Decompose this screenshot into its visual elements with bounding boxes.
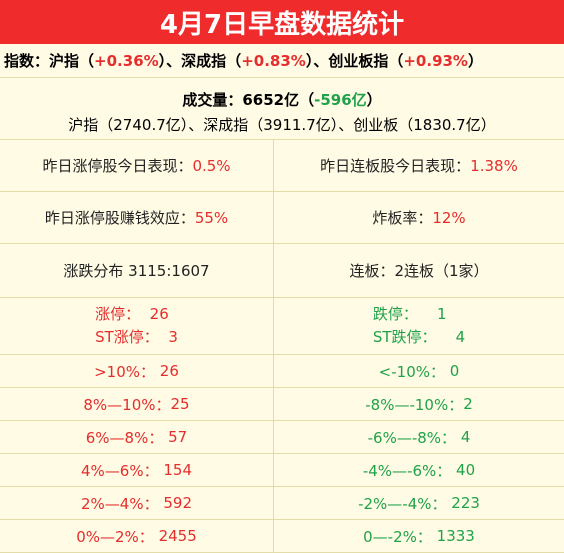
dist-row-right: -4%—-6%： 40 [274, 454, 564, 487]
dist-row-right: -8%—-10%： 2 [274, 388, 564, 421]
stats-grid: 昨日涨停股今日表现： 0.5% 昨日连板股今日表现： 1.38% 昨日涨停股赚钱效应… [0, 140, 564, 553]
st-limit-down-value: 4 [455, 328, 466, 346]
index-summary: 指数： 沪指 （ +0.36% ）、 深成指 （ +0.83% ）、 创业板指 … [0, 44, 564, 78]
dist-row-left: 4%—6%： 154 [0, 454, 274, 487]
dist-row-left: 2%—4%： 592 [0, 487, 274, 520]
limit-down-label: 跌停： [372, 305, 418, 323]
limit-down-value: 1 [436, 305, 447, 323]
dist-row-left: >10%： 26 [0, 355, 274, 388]
sh-index-name: 沪指 [49, 52, 80, 70]
lianban-info: 连板：2连板（1家） [274, 244, 564, 298]
zt-performance: 昨日涨停股今日表现： 0.5% [0, 140, 274, 192]
lianban-performance: 昨日连板股今日表现： 1.38% [274, 140, 564, 192]
sz-index-change: +0.83% [241, 51, 306, 70]
zhaban-rate: 炸板率： 12% [274, 192, 564, 244]
limit-up-cell: 涨停： 26 ST涨停： 3 [0, 298, 274, 355]
cy-index-change: +0.93% [403, 51, 468, 70]
st-limit-up-value: 3 [168, 328, 178, 346]
volume-summary: 成交量：6652亿（-596亿） 沪指（2740.7亿）、深成指（3911.7亿… [0, 78, 564, 140]
dist-row-left: 6%—8%： 57 [0, 421, 274, 454]
dist-row-right: 0—-2%： 1333 [274, 520, 564, 553]
st-limit-up-label: ST涨停： [95, 328, 159, 346]
report-title: 4月7日早盘数据统计 [0, 0, 564, 44]
volume-detail: 沪指（2740.7亿）、深成指（3911.7亿）、创业板（1830.7亿） [68, 116, 496, 134]
dist-row-right: -2%—-4%： 223 [274, 487, 564, 520]
limit-down-cell: 跌停： 1 ST跌停： 4 [274, 298, 564, 355]
volume-change: -596亿 [314, 91, 367, 109]
dist-row-right: <-10%： 0 [274, 355, 564, 388]
dist-row-right: -6%—-8%： 4 [274, 421, 564, 454]
dist-row-left: 0%—2%： 2455 [0, 520, 274, 553]
limit-up-value: 26 [149, 305, 169, 323]
volume-label: 成交量： [182, 91, 243, 109]
zt-money-effect: 昨日涨停股赚钱效应： 55% [0, 192, 274, 244]
index-label: 指数： [4, 52, 50, 70]
sh-index-change: +0.36% [94, 51, 159, 70]
volume-total: 6652亿 [242, 91, 300, 109]
rise-fall-distribution: 涨跌分布 3115:1607 [0, 244, 274, 298]
sz-index-name: 深成指 [181, 52, 227, 70]
cy-index-name: 创业板指 [328, 52, 389, 70]
st-limit-down-label: ST跌停： [372, 328, 437, 346]
dist-row-left: 8%—10%： 25 [0, 388, 274, 421]
limit-up-label: 涨停： [95, 305, 141, 323]
